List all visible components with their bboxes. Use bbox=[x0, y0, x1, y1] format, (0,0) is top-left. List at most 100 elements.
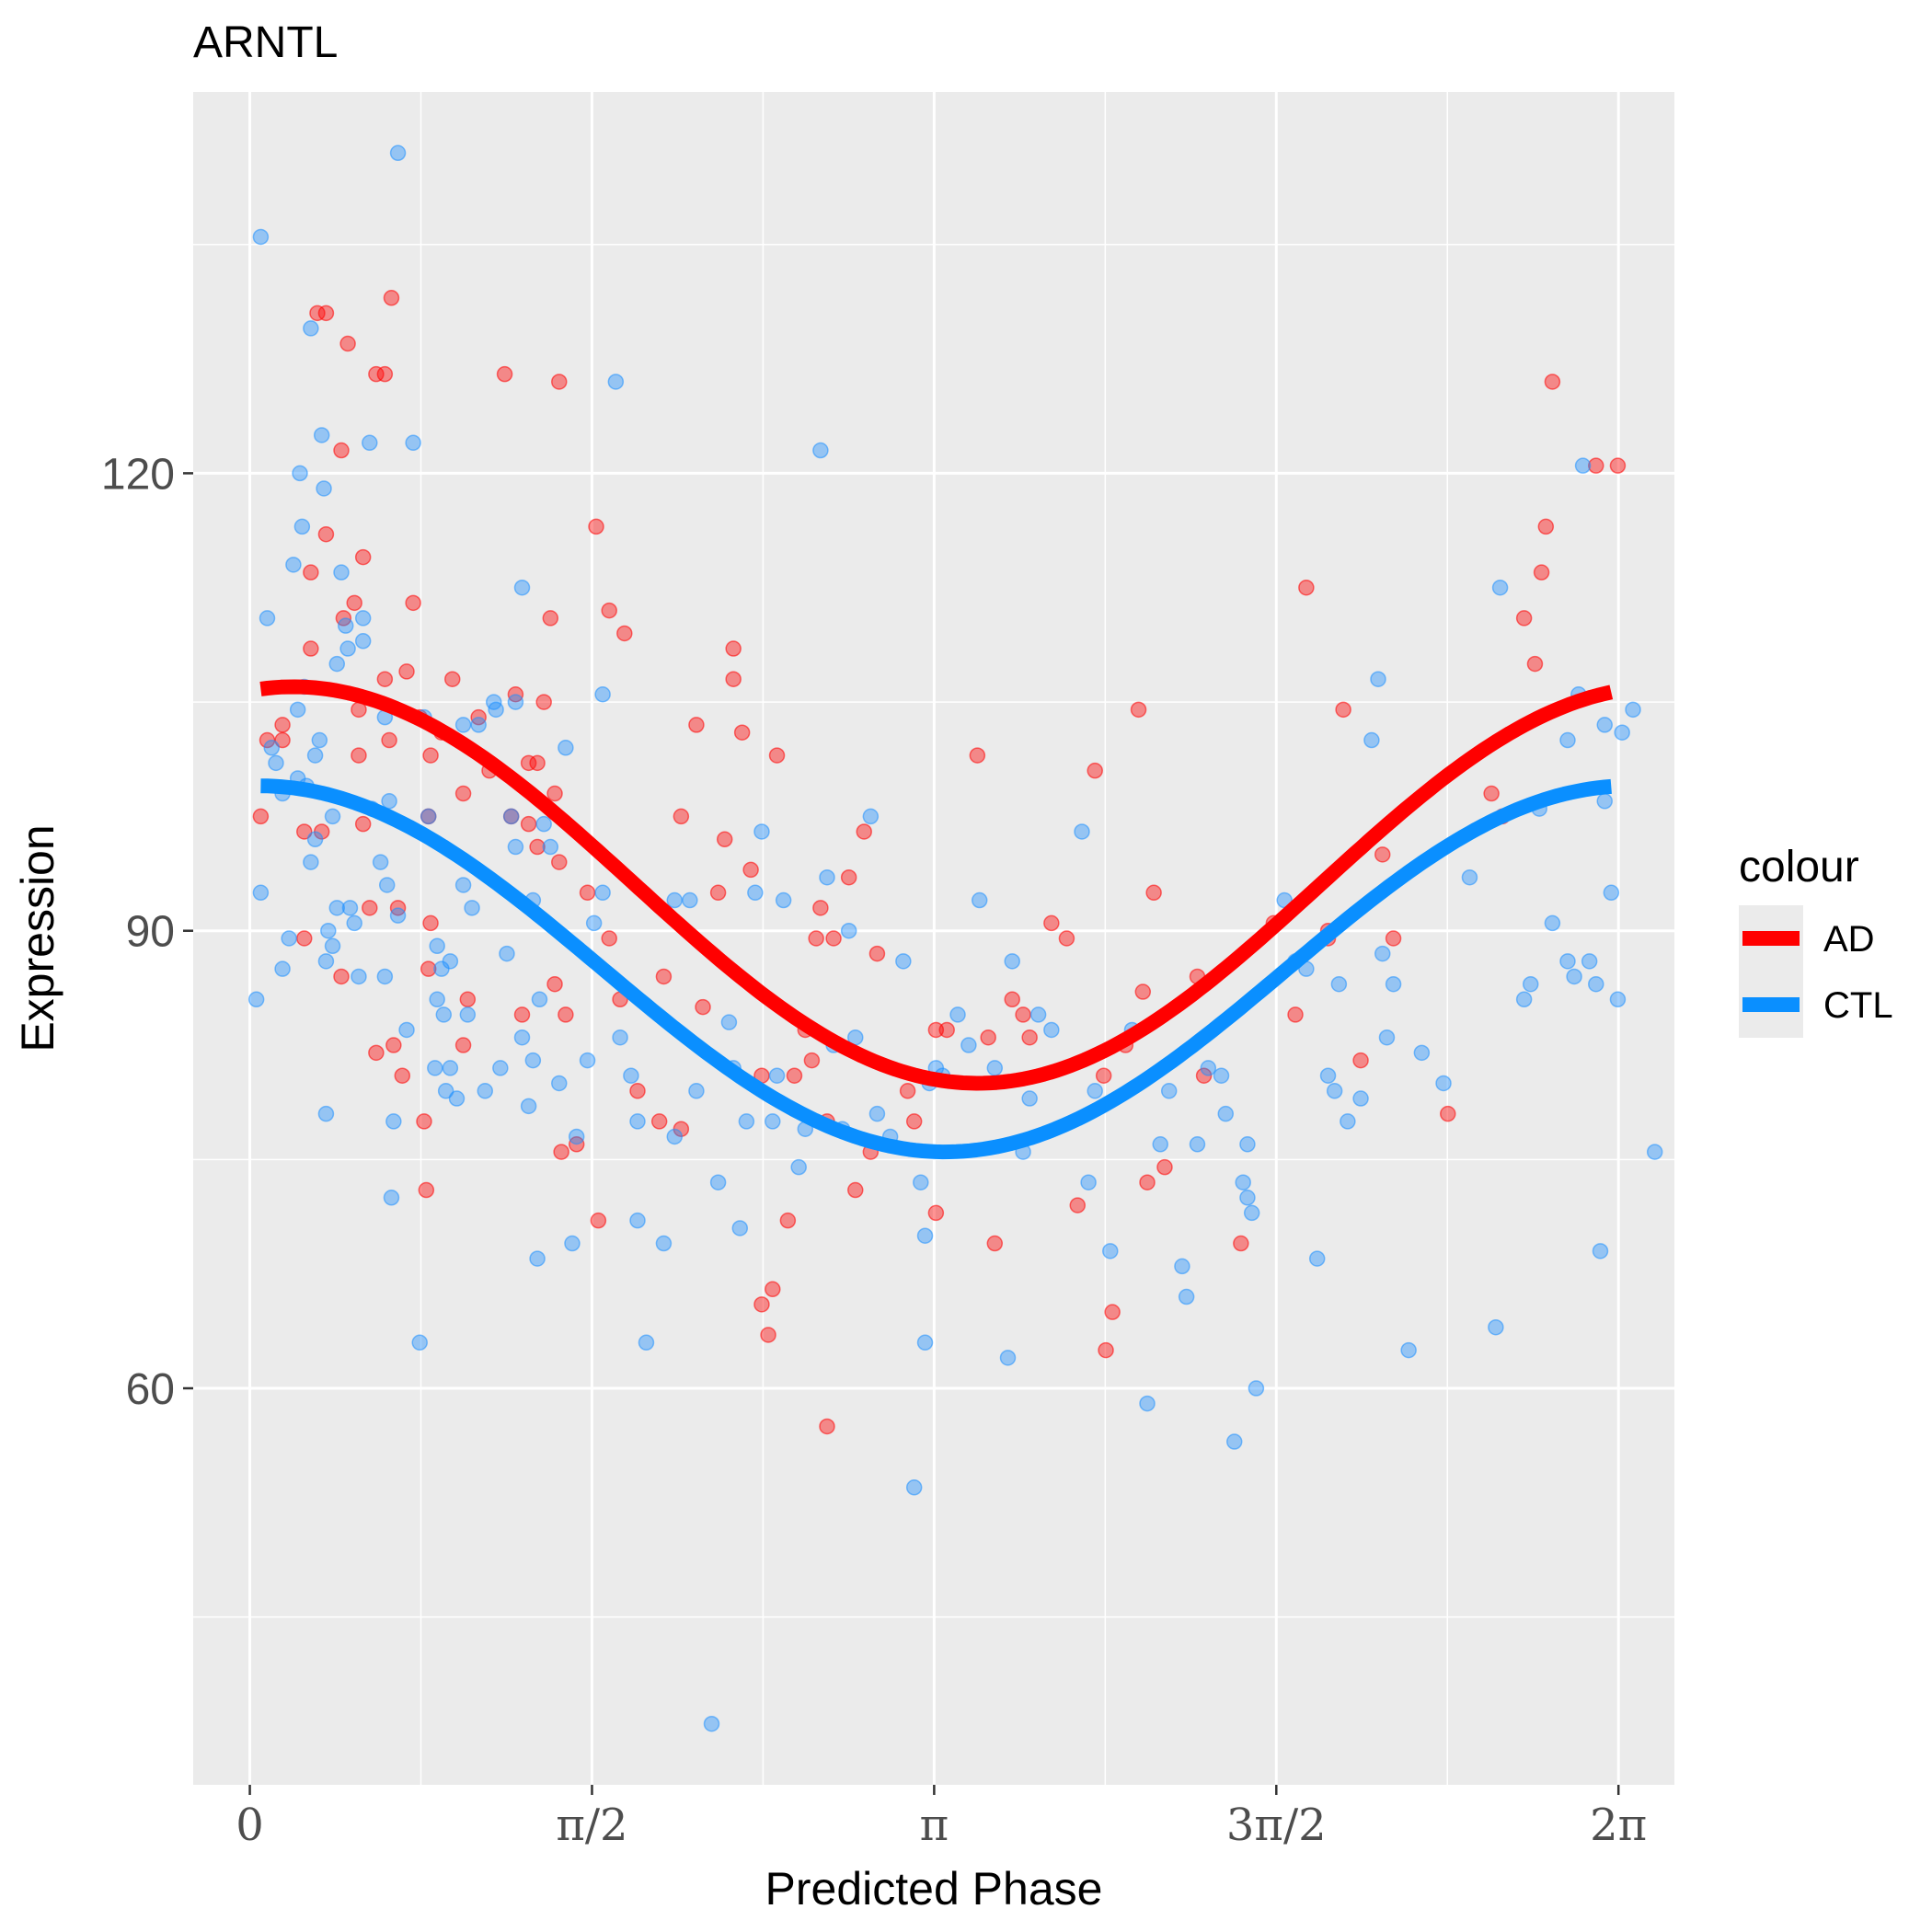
point-ctl bbox=[629, 1212, 646, 1229]
point-ctl bbox=[655, 1235, 673, 1252]
point-ctl bbox=[1248, 1380, 1265, 1397]
point-ad bbox=[1515, 610, 1533, 627]
point-ctl bbox=[247, 991, 265, 1008]
point-ctl bbox=[328, 655, 346, 673]
point-ctl bbox=[568, 1128, 585, 1145]
point-ctl bbox=[324, 937, 341, 955]
point-ad bbox=[1298, 579, 1315, 596]
point-ctl bbox=[564, 1235, 581, 1252]
point-ad bbox=[376, 365, 394, 383]
point-ctl bbox=[274, 960, 291, 977]
point-ad bbox=[1537, 518, 1555, 535]
point-ad bbox=[753, 1296, 770, 1313]
point-ctl bbox=[1646, 1144, 1663, 1160]
point-ad bbox=[779, 1212, 797, 1229]
point-ad bbox=[383, 290, 400, 306]
point-ctl bbox=[612, 1029, 628, 1046]
point-ad bbox=[760, 1327, 776, 1343]
point-ctl bbox=[507, 838, 524, 856]
point-ad bbox=[1156, 1158, 1173, 1176]
point-ad bbox=[803, 1052, 821, 1069]
point-ad bbox=[616, 625, 633, 642]
point-ad bbox=[1104, 1304, 1121, 1320]
point-ad bbox=[1588, 457, 1604, 474]
point-ctl bbox=[971, 891, 988, 909]
point-ctl bbox=[1239, 1136, 1256, 1153]
axes: 60 90 120 0 π/2 π 3π/2 2π bbox=[101, 450, 1647, 1851]
point-ctl bbox=[1596, 793, 1613, 810]
point-ctl bbox=[289, 701, 306, 719]
point-ctl bbox=[351, 968, 367, 985]
point-ctl bbox=[594, 686, 611, 703]
point-ad bbox=[1043, 914, 1060, 932]
point-ad bbox=[381, 731, 397, 749]
point-ctl bbox=[1308, 1250, 1326, 1267]
point-ctl bbox=[703, 1715, 720, 1732]
point-ad bbox=[673, 808, 690, 825]
point-ad bbox=[454, 785, 472, 802]
point-ctl bbox=[1370, 671, 1386, 687]
point-ctl bbox=[1174, 1258, 1190, 1275]
point-ad bbox=[454, 1037, 472, 1053]
point-ctl bbox=[306, 831, 324, 848]
point-ad bbox=[551, 374, 568, 390]
point-ad bbox=[333, 442, 350, 459]
point-ctl bbox=[666, 1128, 683, 1145]
point-ctl bbox=[1330, 975, 1348, 993]
point-ad bbox=[899, 1083, 916, 1099]
point-ad bbox=[725, 640, 742, 657]
point-ctl bbox=[916, 1227, 934, 1244]
point-ad bbox=[309, 305, 326, 322]
point-ad bbox=[856, 823, 872, 840]
point-ctl bbox=[1340, 1113, 1356, 1130]
point-ad bbox=[733, 724, 751, 741]
point-ad bbox=[296, 823, 313, 840]
point-ctl bbox=[499, 945, 515, 962]
point-ctl bbox=[1609, 991, 1627, 1008]
point-ad bbox=[1021, 1029, 1038, 1046]
point-ad bbox=[1145, 884, 1162, 902]
point-ctl bbox=[268, 754, 284, 772]
point-ctl bbox=[1102, 1243, 1119, 1259]
point-ad bbox=[303, 640, 319, 657]
point-ctl bbox=[259, 610, 276, 627]
point-ctl bbox=[629, 1113, 646, 1130]
point-ctl bbox=[558, 740, 574, 756]
legend-title: colour bbox=[1739, 843, 1859, 891]
point-ad bbox=[808, 930, 824, 947]
point-ctl bbox=[747, 884, 764, 902]
point-ctl bbox=[1352, 1090, 1369, 1107]
point-ctl bbox=[731, 1220, 749, 1236]
point-ctl bbox=[1603, 884, 1620, 902]
point-ad bbox=[1609, 457, 1627, 474]
point-ad bbox=[650, 1113, 668, 1130]
point-ctl bbox=[354, 610, 372, 627]
point-ctl bbox=[819, 868, 835, 886]
point-ad bbox=[1069, 1197, 1087, 1213]
point-ctl bbox=[513, 579, 531, 596]
point-ctl bbox=[542, 838, 559, 856]
point-ctl bbox=[913, 1174, 929, 1190]
point-ctl bbox=[1087, 1083, 1103, 1099]
point-ad bbox=[422, 747, 439, 764]
point-ctl bbox=[520, 1098, 537, 1115]
point-ad bbox=[1483, 785, 1500, 802]
x-tick-label: π/2 bbox=[556, 1800, 627, 1851]
point-ad bbox=[1533, 564, 1550, 581]
point-ctl bbox=[292, 465, 308, 482]
point-ctl bbox=[1559, 953, 1576, 970]
point-ad bbox=[688, 717, 705, 733]
point-ad bbox=[394, 1067, 411, 1084]
point-ad bbox=[938, 1021, 955, 1039]
y-tick-label: 60 bbox=[126, 1365, 175, 1414]
point-ad bbox=[339, 335, 356, 352]
point-ctl bbox=[607, 374, 625, 390]
point-ctl bbox=[337, 617, 354, 634]
point-ctl bbox=[435, 1006, 453, 1023]
point-ctl bbox=[488, 701, 504, 719]
point-ad bbox=[551, 854, 568, 870]
point-ctl bbox=[840, 922, 857, 939]
point-ad bbox=[546, 975, 563, 993]
point-ad bbox=[496, 365, 513, 383]
point-ctl bbox=[341, 900, 359, 916]
